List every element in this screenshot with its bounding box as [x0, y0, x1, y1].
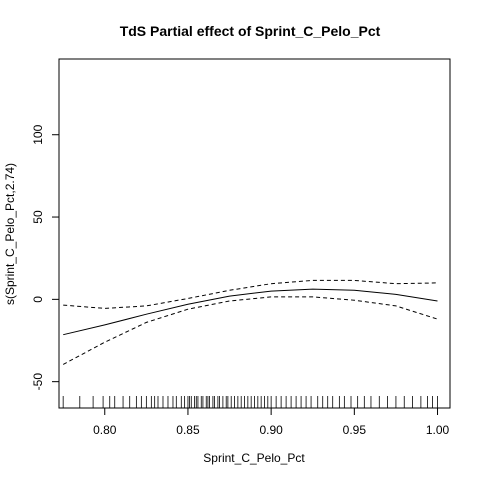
x-tick-label: 0.80	[93, 423, 117, 437]
x-axis: 0.80 0.85 0.90 0.95 1.00	[93, 407, 450, 437]
x-axis-label: Sprint_C_Pelo_Pct	[203, 451, 305, 465]
x-tick-label: 1.00	[426, 423, 450, 437]
y-tick-label: -50	[31, 373, 45, 391]
x-tick-label: 0.95	[343, 423, 367, 437]
y-tick-label: 0	[31, 296, 45, 303]
chart-title: TdS Partial effect of Sprint_C_Pelo_Pct	[120, 23, 381, 39]
y-axis: -50 0 50 100	[31, 124, 60, 391]
x-tick-label: 0.85	[176, 423, 200, 437]
y-axis-label: s(Sprint_C_Pelo_Pct,2.74)	[3, 163, 17, 305]
y-tick-label: 100	[31, 124, 45, 144]
rug-layer	[62, 396, 438, 408]
y-tick-label: 50	[31, 210, 45, 224]
confidence-band-line-1	[63, 279, 438, 309]
confidence-band-line-2	[62, 296, 438, 365]
plot-frame	[58, 58, 451, 409]
x-tick-label: 0.90	[259, 423, 283, 437]
curve-layer	[62, 279, 438, 365]
smooth-fit-line	[63, 288, 438, 336]
